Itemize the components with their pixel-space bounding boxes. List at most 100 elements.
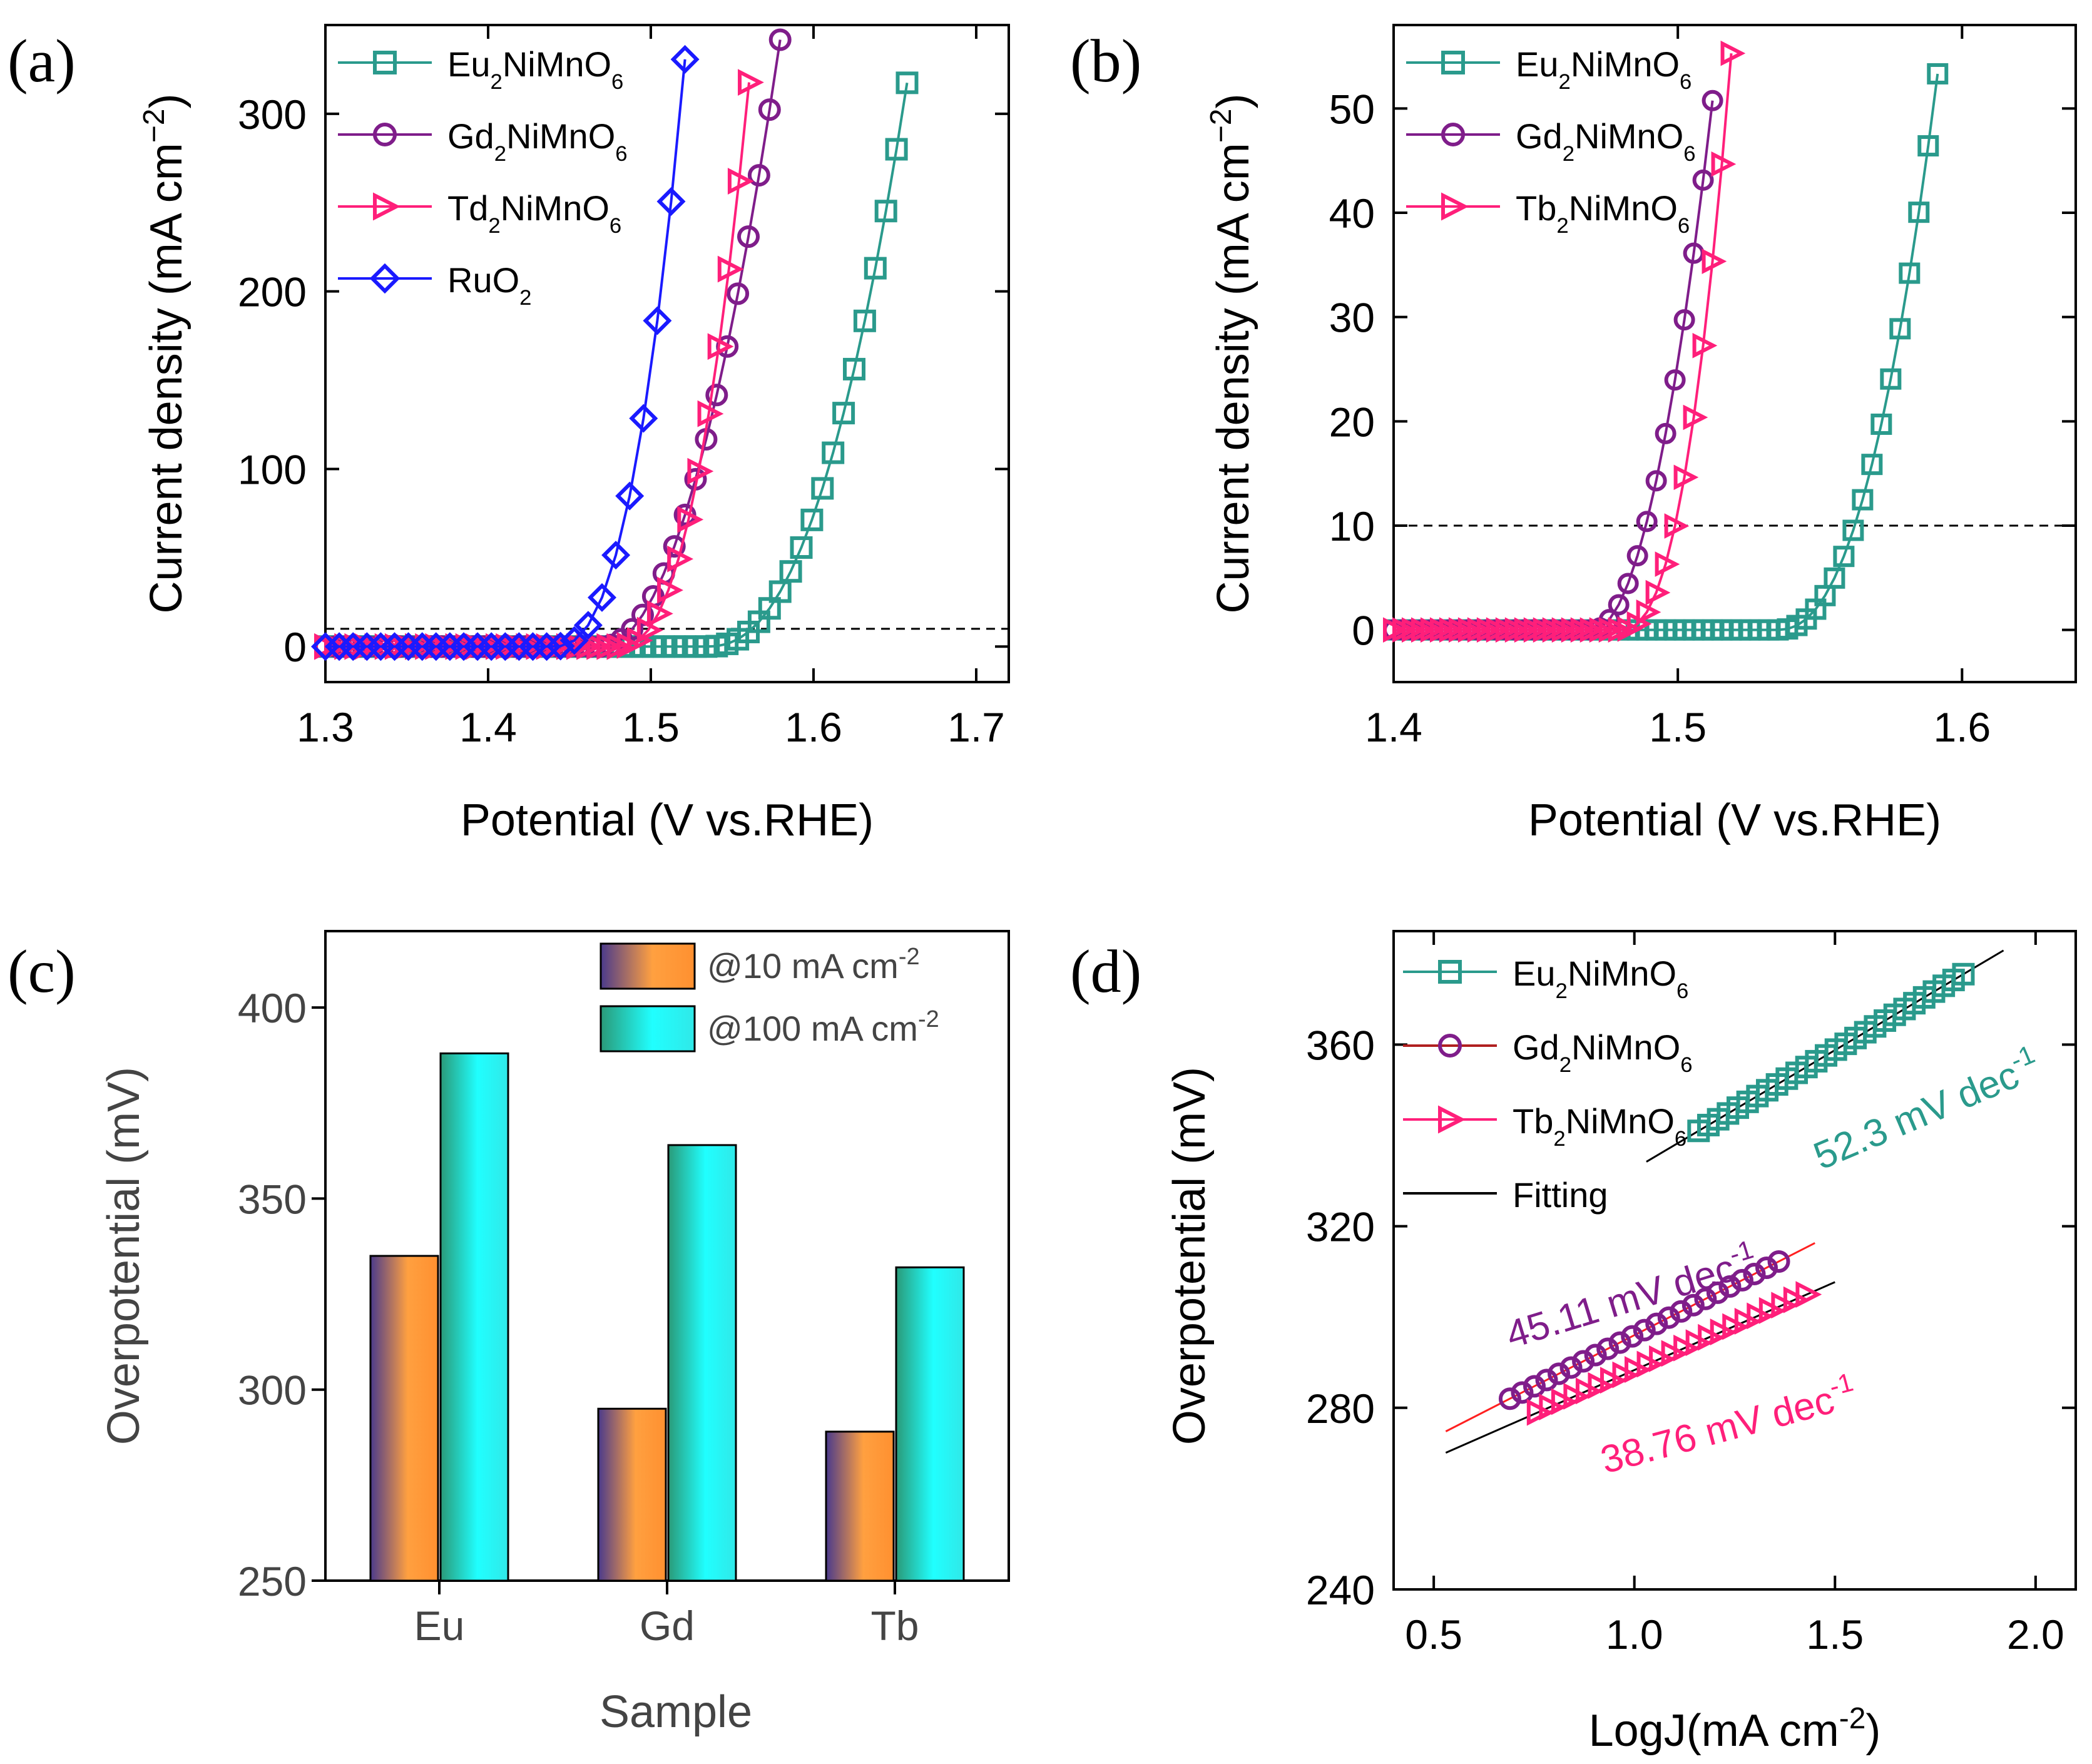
data-point: [1702, 89, 1723, 111]
legend-entry: Td2NiMnO6: [338, 188, 621, 238]
slope-annotation-2: 38.76 mV dec-1: [1595, 1367, 1861, 1482]
data-point: [1657, 1306, 1680, 1329]
legend-label-sub: 6: [1683, 142, 1695, 166]
x-tick-label: Eu: [414, 1603, 465, 1649]
legend-label: Eu2NiMnO6: [1516, 44, 1691, 94]
data-point: [546, 631, 575, 661]
data-point: [705, 384, 728, 407]
data-point: [1698, 1323, 1725, 1351]
data-point: [853, 309, 876, 332]
data-point: [1889, 318, 1911, 340]
slope-annotation-text: 38.76 mV dec: [1596, 1379, 1839, 1482]
panel-d-plot-frame: [1392, 930, 2077, 1591]
legend-label-main: Gd: [1516, 116, 1563, 156]
panel-c-y-axis-label: Overpotential (mV): [99, 1067, 149, 1445]
data-point: [1645, 470, 1667, 492]
y-tick-label: 240: [1306, 1567, 1375, 1613]
legend-entry: Gd2NiMnO6: [338, 116, 628, 166]
data-point: [629, 404, 658, 433]
legend-label-mid: NiMnO: [503, 44, 611, 84]
data-point: [1767, 1250, 1790, 1273]
data-point: [1692, 332, 1718, 359]
data-point: [1498, 1387, 1521, 1410]
legend-entry: Fitting: [1403, 1175, 1608, 1215]
data-point: [1655, 551, 1680, 577]
series-Eu2NiMnO6: [1687, 962, 1975, 1143]
legend-label-main: Eu: [1513, 954, 1556, 993]
y-tick-label: 280: [1306, 1385, 1375, 1432]
bar-Eu-0: [369, 1255, 439, 1582]
y-tick-label: 320: [1306, 1204, 1375, 1250]
y-tick-label: 350: [238, 1176, 307, 1222]
legend-label-sub: 2: [1559, 70, 1571, 94]
data-point: [1526, 1399, 1553, 1426]
panel-d-x-axis-label: LogJ(mA cm-2): [1589, 1702, 1881, 1756]
legend-entry: Tb2NiMnO6: [1406, 188, 1690, 238]
panel-b-x-axis-label: Potential (V vs.RHE): [1528, 795, 1941, 845]
panel-c-legend: @10 mA cm-2@100 mA cm-2: [600, 942, 939, 1053]
panel-c-x-axis-label: Sample: [600, 1687, 752, 1737]
series-Tb2NiMnO6: [1383, 40, 1746, 643]
x-tick-label: Gd: [640, 1603, 695, 1649]
legend-label-sup: -2: [918, 1006, 939, 1032]
panel-a-x-ticks: 1.3 1.4 1.5 1.6 1.7: [297, 25, 1005, 750]
data-point: [1758, 1297, 1785, 1324]
series-line: [325, 83, 909, 648]
panel-c-x-ticks: Eu Gd Tb: [414, 1581, 919, 1649]
bar-Eu-1: [439, 1052, 509, 1582]
data-point: [588, 583, 616, 612]
data-point: [1608, 1331, 1631, 1354]
legend-label-sup: -2: [899, 944, 920, 970]
x-tick-label: 0.5: [1405, 1611, 1462, 1658]
legend-label: Fitting: [1513, 1175, 1608, 1215]
data-point: [779, 560, 802, 583]
legend-label-main: @100 mA cm: [707, 1009, 918, 1048]
y-tick-label: 10: [1329, 503, 1375, 549]
data-point: [1621, 1325, 1644, 1348]
fit-line-1: [1445, 1242, 1815, 1432]
series-line: [1394, 73, 1939, 631]
data-point: [1612, 1361, 1639, 1389]
legend-marker: [1438, 960, 1462, 984]
legend-label: Eu2NiMnO6: [1513, 954, 1688, 1003]
legend-label-main: Eu: [447, 44, 491, 84]
legend-label-main: Td: [447, 188, 488, 228]
x-tick-label: 1.0: [1606, 1611, 1663, 1658]
panel-d-y-ticks: 240 280 320 360: [1306, 1022, 2076, 1613]
data-point: [738, 69, 764, 96]
y-tick-label: 50: [1329, 86, 1375, 132]
legend-label-sub: 6: [610, 214, 621, 238]
data-point: [697, 400, 724, 427]
data-point: [1572, 1350, 1595, 1373]
legend-marker: [1438, 1105, 1466, 1134]
data-point: [717, 255, 744, 283]
data-point: [663, 535, 686, 558]
data-point: [1952, 962, 1975, 986]
data-point: [1685, 1329, 1712, 1357]
series-Tb2NiMnO6: [1526, 1281, 1822, 1426]
y-tick-label: 300: [238, 1367, 307, 1414]
data-point: [677, 506, 704, 533]
panel-a-x-axis-label: Potential (V vs.RHE): [461, 795, 874, 845]
data-point: [874, 200, 897, 223]
y-tick-label: 100: [238, 446, 307, 492]
legend-label-mid: NiMnO: [1571, 1027, 1680, 1067]
legend-label: @10 mA cm-2: [707, 944, 920, 986]
data-point: [1636, 1350, 1663, 1378]
legend-label-sub: 2: [1563, 142, 1574, 166]
x-tick-label: 1.5: [1649, 704, 1707, 750]
data-point: [1575, 1377, 1602, 1405]
data-point: [559, 626, 589, 655]
data-point: [811, 477, 834, 500]
panel-c-y-ticks: 250 300 350 400: [238, 985, 325, 1604]
legend-label-main: Fitting: [1513, 1175, 1608, 1215]
data-point: [1655, 422, 1676, 444]
data-point: [1730, 1268, 1753, 1292]
panel-d-label: (d): [1070, 938, 1141, 1006]
legend-entry: Tb2NiMnO6: [1403, 1101, 1686, 1151]
data-point: [1535, 1369, 1558, 1392]
panel-b-label: (b): [1070, 28, 1141, 95]
legend-entry: Eu2NiMnO6: [1406, 44, 1691, 94]
